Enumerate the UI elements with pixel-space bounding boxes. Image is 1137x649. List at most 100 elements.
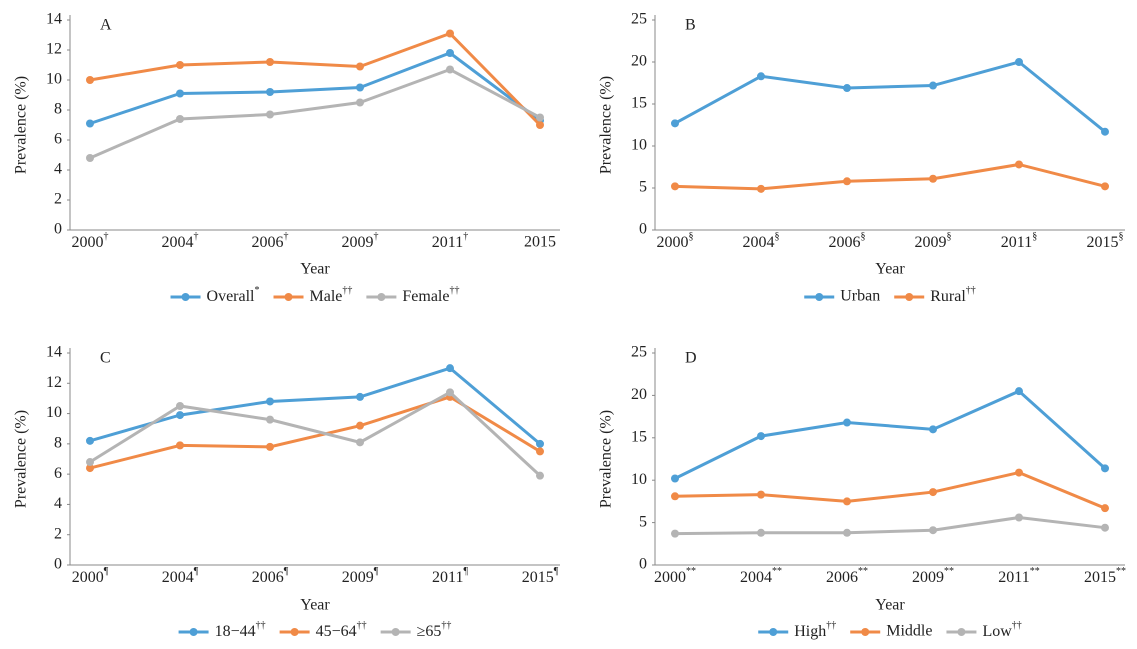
data-point [929, 425, 937, 434]
data-point [843, 177, 851, 186]
data-point [356, 438, 364, 447]
data-point [446, 49, 454, 57]
y-axis-label: Prevalence (%) [13, 410, 30, 508]
data-point [176, 115, 184, 123]
data-point [86, 154, 94, 162]
legend-item: 18−44†† [178, 620, 266, 640]
data-point [929, 174, 937, 183]
y-tick-label: 4 [54, 495, 62, 512]
data-point [929, 81, 937, 90]
data-point [356, 83, 364, 92]
series-line [674, 162, 1106, 191]
y-axis-label: Prevalence (%) [13, 76, 30, 174]
x-tick-label: 2009† [342, 231, 379, 250]
y-tick-label: 10 [46, 71, 62, 88]
legend-label: High†† [794, 620, 836, 639]
data-point [1101, 523, 1109, 532]
y-tick-label: 25 [631, 344, 647, 361]
data-point [536, 439, 544, 448]
legend-label: ≥65†† [417, 620, 452, 639]
data-point [843, 84, 851, 93]
data-point [356, 62, 364, 71]
y-tick-label: 8 [54, 435, 62, 452]
legend-marker [769, 628, 778, 636]
x-tick-label: 2004¶ [162, 566, 199, 585]
data-point [1101, 127, 1109, 136]
y-tick-label: 6 [54, 131, 62, 148]
y-tick-label: 20 [631, 386, 647, 403]
data-point [176, 441, 184, 450]
legend-label: Overall* [207, 285, 260, 304]
y-tick-label: 14 [46, 11, 62, 28]
data-point [1101, 182, 1109, 191]
x-axis-label: Year [875, 597, 905, 614]
data-point [86, 458, 94, 467]
data-point [86, 436, 94, 445]
data-point [86, 464, 94, 473]
legend-label: 18−44†† [215, 620, 266, 639]
data-point [536, 121, 544, 129]
data-point [176, 89, 184, 98]
y-tick-label: 2 [54, 525, 62, 542]
x-tick-label: 2006** [826, 566, 868, 585]
data-point [843, 418, 851, 427]
legend-marker [957, 628, 966, 636]
x-tick-label: 2011† [432, 231, 468, 250]
data-point [1101, 464, 1109, 473]
data-point [86, 76, 94, 84]
data-point [266, 415, 274, 424]
x-tick-label: 2006¶ [252, 566, 289, 585]
legend-item: Female†† [366, 285, 459, 305]
x-tick-label: 2004** [740, 566, 782, 585]
data-point [356, 392, 364, 401]
series-line [89, 51, 541, 125]
data-point [929, 488, 937, 497]
series-line [674, 389, 1107, 480]
y-tick-label: 5 [639, 179, 647, 196]
data-point [266, 110, 274, 119]
y-tick-label: 0 [54, 556, 62, 573]
data-point [266, 442, 274, 451]
x-tick-label: 2009** [912, 566, 954, 585]
series-line [674, 515, 1106, 536]
y-tick-label: 8 [54, 101, 62, 118]
data-point [1101, 504, 1109, 513]
data-point [671, 529, 679, 538]
legend-item: High†† [758, 620, 836, 640]
data-point [1015, 58, 1023, 66]
x-tick-label: 2015§ [1087, 231, 1124, 250]
legend-item: Overall* [170, 285, 260, 305]
series-line [89, 31, 542, 127]
y-tick-label: 5 [639, 513, 647, 530]
data-point [757, 528, 765, 537]
y-tick-label: 10 [631, 137, 647, 154]
data-point [757, 184, 765, 193]
legend-item: Low†† [946, 620, 1022, 640]
y-tick-label: 0 [639, 221, 647, 238]
series-line [89, 67, 541, 160]
series-line [89, 366, 541, 446]
legend-marker [861, 628, 870, 636]
legend-item: Rural†† [894, 285, 976, 305]
data-point [176, 411, 184, 420]
legend-marker [189, 628, 198, 636]
legend-marker [391, 628, 400, 636]
legend-label: Low†† [982, 620, 1021, 639]
panel-label: B [685, 17, 696, 34]
data-point [757, 72, 765, 81]
x-tick-label: 2011¶ [432, 566, 468, 585]
data-point [671, 182, 679, 191]
data-point [1015, 387, 1023, 396]
data-point [929, 526, 937, 535]
x-tick-label: 2000** [654, 566, 696, 585]
data-point [536, 471, 544, 480]
x-tick-label: 2015** [1084, 566, 1126, 585]
x-tick-label: 2009§ [915, 231, 952, 250]
y-axis-label: Prevalence (%) [598, 76, 615, 174]
legend: 18−44†† 45−64†† ≥65†† [178, 620, 452, 640]
data-point [86, 119, 94, 128]
series-line [674, 60, 1106, 133]
data-point [671, 119, 679, 128]
x-tick-label: 2011** [998, 566, 1039, 585]
data-point [446, 65, 454, 74]
